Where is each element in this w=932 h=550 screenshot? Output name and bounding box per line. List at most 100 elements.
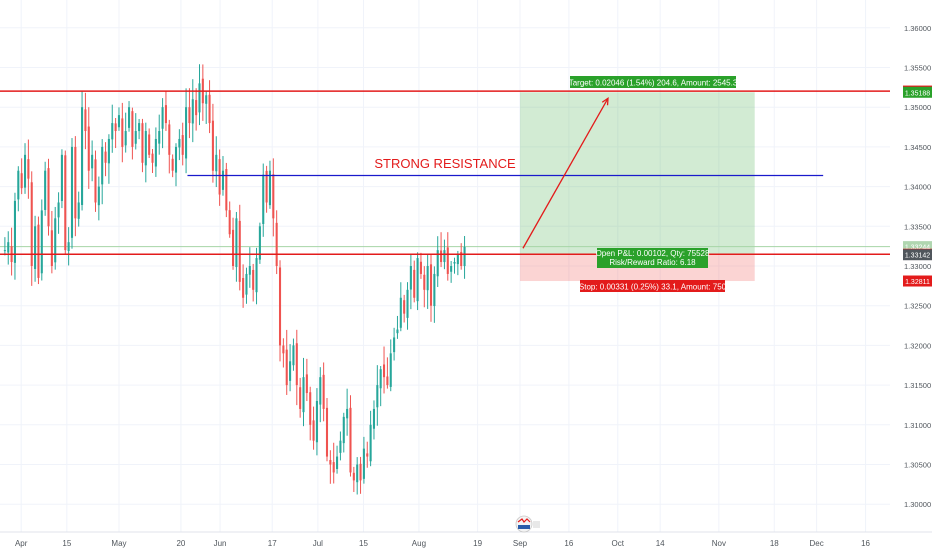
candle: [352, 466, 355, 492]
candle-body: [138, 123, 141, 132]
candle: [450, 261, 453, 283]
candle-body: [218, 159, 221, 195]
candle-body: [332, 462, 335, 473]
candle: [188, 88, 191, 139]
candle-body: [463, 246, 466, 267]
price-tick-label: 1.36000: [904, 24, 931, 33]
candle-body: [366, 453, 369, 457]
candle-body: [215, 154, 218, 172]
candle-body: [232, 229, 235, 266]
candle-body: [101, 146, 104, 185]
price-tick-label: 1.35000: [904, 103, 931, 112]
price-badges: 1.352031.351881.332441.331481.331421.328…: [903, 85, 932, 287]
candle-body: [185, 107, 188, 159]
candle-body: [282, 345, 285, 354]
candle: [379, 365, 382, 407]
candle: [376, 365, 379, 426]
stop-label: Stop: 0.00331 (0.25%) 33.1, Amount: 750: [579, 283, 727, 292]
price-tick-label: 1.34000: [904, 183, 931, 192]
time-axis[interactable]: Apr 15 May 20 Jun 17 Jul 15 Aug 19 Sep 16 Oct 14 Nov 18…: [0, 531, 932, 550]
candle-body: [20, 173, 23, 189]
candle-body: [409, 266, 412, 290]
stop-label-box: Stop: 0.00331 (0.25%) 33.1, Amount: 750: [579, 280, 727, 292]
arrow-head: [601, 96, 609, 106]
time-tick-label: Nov: [712, 539, 726, 548]
candle-body: [278, 267, 282, 346]
candle-body: [440, 250, 443, 263]
price-badge-bg: [903, 249, 932, 261]
time-tick-label: Jun: [214, 539, 227, 548]
candle: [399, 282, 402, 332]
candle: [295, 329, 298, 406]
candle-body: [356, 464, 359, 483]
candle-body: [312, 420, 315, 441]
price-badge: 1.33244: [903, 241, 932, 253]
time-tick-label: 19: [473, 539, 482, 548]
arrow-shaft[interactable]: [522, 97, 609, 249]
candle-body: [7, 242, 10, 253]
candle-body: [54, 218, 57, 263]
price-tick-label: 1.31500: [904, 381, 931, 390]
candle: [369, 410, 372, 467]
candle-body: [3, 250, 6, 252]
candle: [54, 206, 57, 270]
candle-body: [275, 222, 278, 266]
candle-body: [456, 254, 459, 265]
candle-body: [228, 210, 231, 235]
candle-body: [77, 202, 80, 219]
candle-body: [419, 261, 422, 274]
candle: [235, 211, 238, 282]
candle: [13, 192, 16, 280]
candle: [268, 160, 271, 209]
candle: [292, 338, 295, 371]
candle-body: [393, 337, 396, 353]
candle-body: [34, 226, 37, 269]
price-axis[interactable]: 1.30000 1.30500 1.31000 1.31500 1.32000 1.325…: [890, 0, 932, 532]
candle: [127, 101, 131, 132]
candle-body: [111, 123, 114, 140]
candle-body: [429, 264, 433, 306]
candle-body: [325, 407, 329, 457]
candle: [50, 210, 53, 274]
candle: [67, 227, 70, 266]
horizontal-lines[interactable]: [0, 90, 890, 255]
candle-body: [352, 472, 355, 481]
candle-body: [302, 377, 305, 413]
candle-body: [23, 154, 27, 188]
candle: [161, 98, 164, 149]
candle-body: [124, 131, 127, 146]
candle-body: [195, 100, 198, 116]
candle: [144, 122, 147, 183]
time-tick-label: Sep: [513, 539, 528, 548]
candle-body: [50, 230, 53, 266]
price-tick-label: 1.30500: [904, 461, 931, 470]
price-tick-label: 1.33000: [904, 262, 931, 271]
candle: [258, 222, 261, 264]
price-tick-label: 1.32000: [904, 341, 931, 350]
candle: [440, 232, 443, 268]
candle: [282, 338, 285, 368]
candle-body: [81, 107, 84, 205]
tradingview-logo-icon[interactable]: [515, 515, 540, 533]
candle: [299, 377, 302, 418]
target-label: Target: 0.02046 (1.54%) 204.6, Amount: 2…: [569, 79, 738, 88]
candle: [107, 134, 110, 184]
candle: [396, 315, 399, 339]
candle: [174, 143, 178, 187]
candle: [463, 236, 466, 279]
candle: [325, 397, 329, 462]
candle: [453, 257, 456, 274]
candle: [413, 260, 416, 303]
candle: [171, 154, 174, 178]
candle-body: [225, 169, 228, 211]
candle-body: [17, 170, 20, 200]
candle-body: [164, 105, 167, 124]
projection-arrow[interactable]: [522, 96, 609, 249]
candle-body: [272, 174, 275, 219]
time-axis-background: [0, 532, 932, 550]
candle: [101, 139, 104, 205]
candle: [7, 231, 10, 265]
candle-body: [255, 258, 258, 293]
candle: [386, 357, 389, 389]
